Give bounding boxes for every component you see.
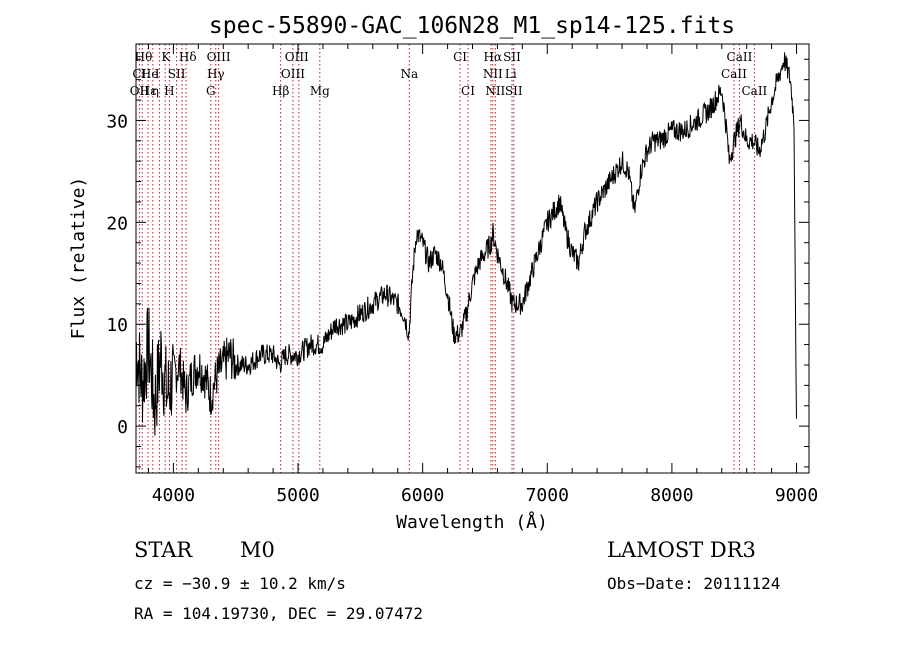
line-label: OIII [207,50,231,64]
x-tick-label: 8000 [650,485,693,506]
line-label: OIII [281,67,305,81]
line-label: CI [453,50,467,64]
x-tick-label: 9000 [775,485,818,506]
line-label: η [152,84,159,98]
line-label: NII [485,84,505,98]
line-label: Na [400,67,418,81]
line-label: CI [461,84,475,98]
object-subclass: M0 [240,538,275,562]
redshift-cz: cz = −30.9 ± 10.2 km/s [134,574,346,593]
line-label: SII [503,50,521,64]
spectrum-line [135,52,797,436]
y-axis-label: Flux (relative) [68,177,89,340]
line-label: Hε [140,84,157,98]
line-label: Mg [310,84,330,98]
line-label: K [161,50,171,64]
coordinates: RA = 104.19730, DEC = 29.07472 [134,604,423,623]
line-label: CaII [721,67,747,81]
line-label: CI [132,67,146,81]
line-label: CaII [741,84,767,98]
line-label: SII [505,84,523,98]
line-label: I [155,67,160,81]
line-label: Hδ [179,50,197,64]
line-markers [138,44,755,473]
x-tick-label: 6000 [401,485,444,506]
line-label: SII [168,67,186,81]
line-label: CaII [727,50,753,64]
line-label: Hβ [272,84,289,98]
line-label: He [141,67,159,81]
line-label: Hγ [207,67,225,81]
y-tick-label: 10 [106,315,128,336]
object-class: STAR [134,538,193,562]
line-label: H [164,84,174,98]
y-tick-label: 30 [106,111,128,132]
line-label: Li [505,67,517,81]
x-axis-label: Wavelength (Å) [396,511,548,533]
plot-frame [135,43,810,474]
x-tick-label: 4000 [152,485,195,506]
chart-title: spec-55890-GAC_106N28_M1_sp14-125.fits [209,13,735,39]
y-tick-label: 20 [106,213,128,234]
x-tick-label: 5000 [276,485,319,506]
line-label: OII [130,84,150,98]
line-label: Hα [484,50,503,64]
y-tick-label: 0 [117,417,128,438]
line-label: OIII [285,50,309,64]
x-tick-label: 7000 [526,485,569,506]
spectrum-trace [135,52,797,436]
line-label: Hθ [135,50,153,64]
survey-name: LAMOST DR3 [607,538,756,562]
axis-ticks: 4000 5000 6000 7000 8000 9000 0 10 20 30 [106,44,818,506]
observation-date: Obs−Date: 20111124 [607,574,781,593]
line-label: G [206,84,216,98]
line-label: NII [483,67,503,81]
